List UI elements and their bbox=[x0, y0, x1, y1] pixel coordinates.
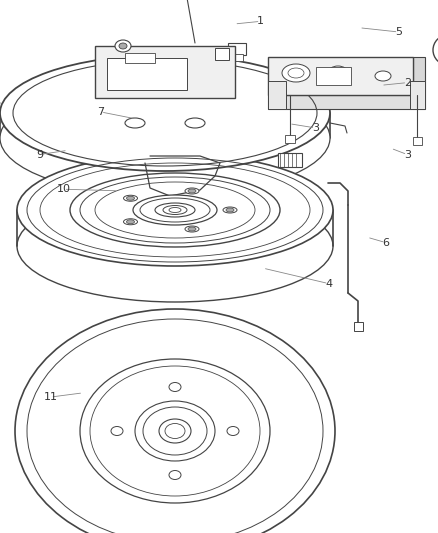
Text: 3: 3 bbox=[404, 150, 411, 159]
Bar bbox=[125, 53, 155, 63]
Ellipse shape bbox=[159, 419, 191, 443]
Ellipse shape bbox=[133, 195, 217, 225]
Ellipse shape bbox=[70, 173, 280, 247]
Text: 9: 9 bbox=[36, 150, 43, 159]
Ellipse shape bbox=[226, 208, 234, 212]
Ellipse shape bbox=[169, 471, 181, 480]
Ellipse shape bbox=[115, 40, 131, 52]
Text: 2: 2 bbox=[404, 78, 411, 87]
Ellipse shape bbox=[185, 226, 199, 232]
Bar bbox=[215, 48, 229, 60]
Ellipse shape bbox=[80, 359, 270, 503]
Ellipse shape bbox=[185, 188, 199, 194]
Text: 6: 6 bbox=[382, 238, 389, 247]
Ellipse shape bbox=[0, 80, 330, 196]
Ellipse shape bbox=[433, 35, 438, 65]
Ellipse shape bbox=[188, 227, 196, 231]
Ellipse shape bbox=[188, 189, 196, 193]
Bar bbox=[316, 67, 351, 85]
Ellipse shape bbox=[282, 64, 310, 82]
Bar bbox=[268, 81, 286, 109]
Bar bbox=[413, 57, 425, 109]
Text: 1: 1 bbox=[257, 17, 264, 26]
Ellipse shape bbox=[227, 426, 239, 435]
Bar bbox=[107, 58, 187, 90]
Bar bbox=[268, 95, 413, 109]
Text: 4: 4 bbox=[325, 279, 332, 288]
Text: 10: 10 bbox=[57, 184, 71, 194]
Bar bbox=[278, 153, 302, 167]
Ellipse shape bbox=[124, 219, 138, 225]
Bar bbox=[413, 137, 422, 145]
Ellipse shape bbox=[328, 66, 348, 80]
Ellipse shape bbox=[0, 55, 330, 171]
Bar bbox=[354, 322, 363, 331]
Bar bbox=[285, 135, 295, 143]
Text: 11: 11 bbox=[43, 392, 57, 402]
Ellipse shape bbox=[111, 426, 123, 435]
Ellipse shape bbox=[127, 196, 134, 200]
Ellipse shape bbox=[375, 71, 391, 81]
Ellipse shape bbox=[17, 154, 333, 266]
Bar bbox=[410, 81, 425, 109]
Bar bbox=[231, 54, 243, 61]
Ellipse shape bbox=[125, 118, 145, 128]
Ellipse shape bbox=[223, 207, 237, 213]
Text: 3: 3 bbox=[312, 123, 319, 133]
Ellipse shape bbox=[155, 203, 195, 217]
Ellipse shape bbox=[135, 401, 215, 461]
Ellipse shape bbox=[124, 195, 138, 201]
Ellipse shape bbox=[127, 220, 134, 224]
Text: 7: 7 bbox=[97, 107, 104, 117]
Ellipse shape bbox=[169, 383, 181, 392]
Ellipse shape bbox=[119, 43, 127, 49]
Bar bbox=[228, 43, 246, 55]
Ellipse shape bbox=[15, 309, 335, 533]
Bar bbox=[95, 46, 235, 98]
Text: 5: 5 bbox=[395, 27, 402, 37]
Ellipse shape bbox=[185, 118, 205, 128]
Bar bbox=[268, 57, 413, 95]
